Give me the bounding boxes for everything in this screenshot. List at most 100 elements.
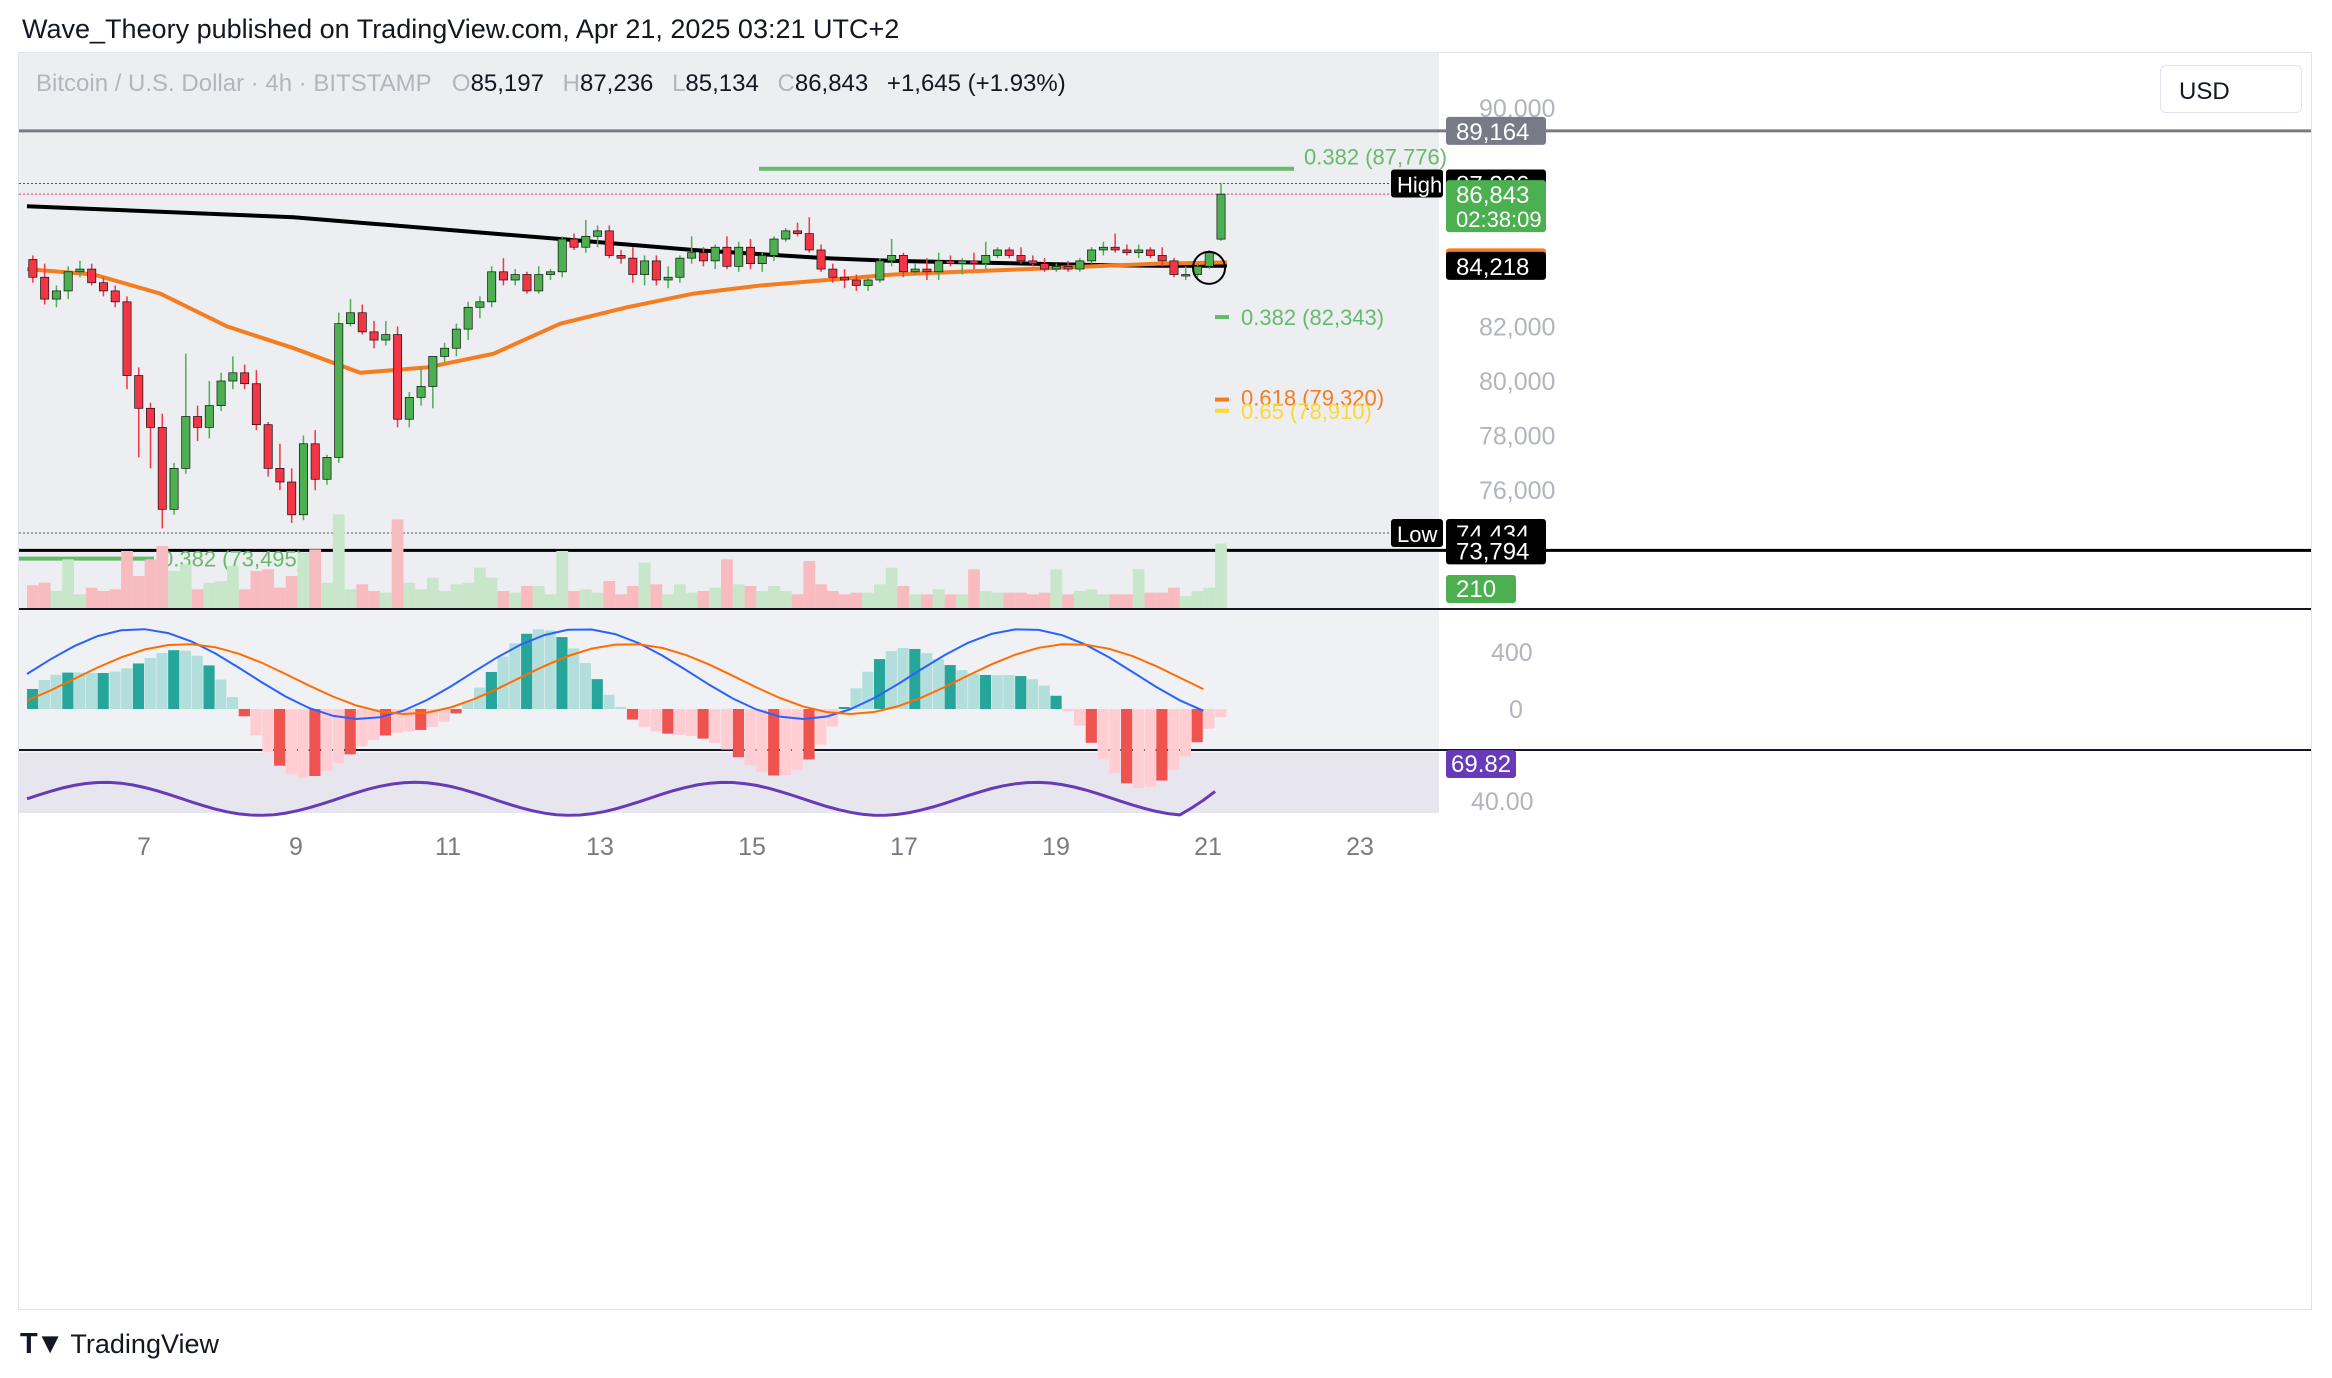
candle-body bbox=[451, 328, 461, 349]
candle-body bbox=[275, 468, 285, 483]
macd-histogram-bar bbox=[62, 672, 74, 709]
price-axis-tick: 76,000 bbox=[1479, 477, 1555, 505]
time-axis-tick: 23 bbox=[1346, 833, 1374, 861]
candle-body bbox=[1134, 249, 1144, 254]
candle-body bbox=[757, 255, 767, 264]
macd-histogram-bar bbox=[379, 709, 392, 736]
candle-body bbox=[640, 260, 650, 275]
volume-bar bbox=[909, 594, 922, 608]
volume-bar bbox=[144, 559, 157, 608]
candle-body bbox=[769, 238, 779, 256]
candle-body bbox=[593, 230, 603, 237]
candle-body bbox=[793, 230, 802, 234]
volume-bar bbox=[1015, 592, 1027, 608]
volume-bar bbox=[921, 594, 933, 608]
macd-histogram-bar bbox=[1215, 709, 1227, 718]
candle-body bbox=[698, 252, 708, 262]
macd-histogram-bar bbox=[450, 709, 462, 714]
macd-histogram-bar bbox=[732, 709, 744, 758]
volume-bar bbox=[203, 582, 216, 608]
candle-body bbox=[887, 255, 897, 262]
volume-bar bbox=[791, 594, 804, 608]
high-label: H bbox=[562, 70, 580, 97]
candle-body bbox=[475, 301, 485, 308]
volume-bar bbox=[1215, 543, 1227, 608]
symbol-legend: Bitcoin / U.S. Dollar · 4h · BITSTAMP O8… bbox=[36, 70, 1066, 98]
volume-bar bbox=[226, 566, 239, 608]
open-label: O bbox=[451, 70, 471, 97]
macd-histogram-bar bbox=[156, 653, 168, 709]
volume-bar bbox=[744, 586, 757, 608]
candle-body bbox=[240, 372, 250, 385]
time-axis-tick: 19 bbox=[1042, 833, 1070, 861]
candle-body bbox=[134, 375, 144, 409]
macd-histogram-bar bbox=[756, 709, 768, 772]
volume-bar bbox=[556, 551, 569, 608]
macd-histogram-bar bbox=[1179, 709, 1192, 757]
macd-histogram-bar bbox=[556, 637, 568, 709]
chart-frame[interactable]: 0.382 (87,776) 0.382 (82,343) 0.618 (79,32… bbox=[18, 52, 2312, 1310]
price-label-badge bbox=[1446, 251, 1546, 280]
macd-histogram-bar bbox=[415, 709, 427, 730]
volume-bar bbox=[650, 584, 663, 608]
macd-histogram-bar bbox=[1073, 709, 1086, 726]
volume-bar bbox=[685, 592, 698, 608]
price-label-prefix: High bbox=[1397, 172, 1442, 197]
candle-body bbox=[157, 427, 167, 510]
macd-histogram-bar bbox=[1015, 676, 1027, 709]
candle-body bbox=[875, 260, 885, 281]
volume-bar bbox=[485, 577, 498, 608]
volume-bar bbox=[179, 564, 192, 608]
macd-histogram-bar bbox=[74, 672, 86, 709]
macd-histogram-bar bbox=[438, 709, 450, 722]
macd-histogram-bar bbox=[203, 665, 215, 709]
macd-histogram-bar bbox=[1132, 709, 1144, 788]
low-value: 85,134 bbox=[685, 70, 759, 97]
volume-bar bbox=[885, 567, 898, 608]
volume-bar bbox=[321, 582, 333, 608]
publisher-line: Wave_Theory published on TradingView.com… bbox=[22, 14, 900, 44]
currency-button[interactable]: USD bbox=[2160, 65, 2302, 113]
volume-bar bbox=[85, 587, 98, 608]
candle-body bbox=[710, 246, 720, 262]
macd-histogram-bar bbox=[932, 659, 944, 709]
volume-bar bbox=[544, 594, 557, 608]
macd-histogram-bar bbox=[650, 709, 662, 732]
volume-bar bbox=[579, 589, 592, 608]
candle-body bbox=[828, 268, 838, 278]
rsi-axis-tick: 40.00 bbox=[1471, 788, 1534, 816]
candle-body bbox=[981, 255, 991, 264]
tradingview-logo[interactable]: T▼ TradingView bbox=[20, 1328, 219, 1361]
volume-bar bbox=[474, 567, 486, 608]
macd-histogram-bar bbox=[979, 674, 992, 709]
macd-histogram-bar bbox=[1156, 709, 1168, 781]
candle-body bbox=[522, 274, 532, 292]
macd-histogram-bar bbox=[1109, 709, 1121, 774]
macd-histogram-bar bbox=[579, 663, 592, 709]
candle-body bbox=[404, 397, 414, 420]
candle-body bbox=[746, 246, 755, 264]
candle-body bbox=[1216, 193, 1226, 240]
candle-body bbox=[804, 233, 814, 251]
volume-bar bbox=[415, 589, 427, 608]
candle-body bbox=[181, 416, 191, 469]
macd-histogram-bar bbox=[897, 647, 909, 709]
price-label-prefix-badge bbox=[1391, 169, 1443, 198]
volume-bar bbox=[426, 577, 439, 608]
volume-bar bbox=[274, 587, 286, 608]
macd-histogram-bar bbox=[391, 709, 403, 733]
chart-svg[interactable]: 0.382 (87,776) 0.382 (82,343) 0.618 (79,32… bbox=[19, 53, 2312, 1310]
candle-body bbox=[1075, 260, 1085, 270]
fib-label-0382-mid: 0.382 (82,343) bbox=[1241, 305, 1384, 330]
macd-histogram-bar bbox=[191, 655, 203, 709]
time-axis-tick: 11 bbox=[435, 833, 461, 861]
candle-body bbox=[510, 274, 520, 281]
macd-histogram-bar bbox=[368, 709, 380, 740]
macd-histogram-bar bbox=[626, 709, 639, 720]
volume-bar bbox=[1121, 594, 1133, 608]
volume-bar bbox=[721, 559, 733, 608]
macd-histogram-bar bbox=[921, 653, 933, 709]
volume-bar bbox=[1050, 569, 1063, 608]
candle-body bbox=[75, 268, 85, 273]
macd-histogram-bar bbox=[262, 709, 274, 753]
